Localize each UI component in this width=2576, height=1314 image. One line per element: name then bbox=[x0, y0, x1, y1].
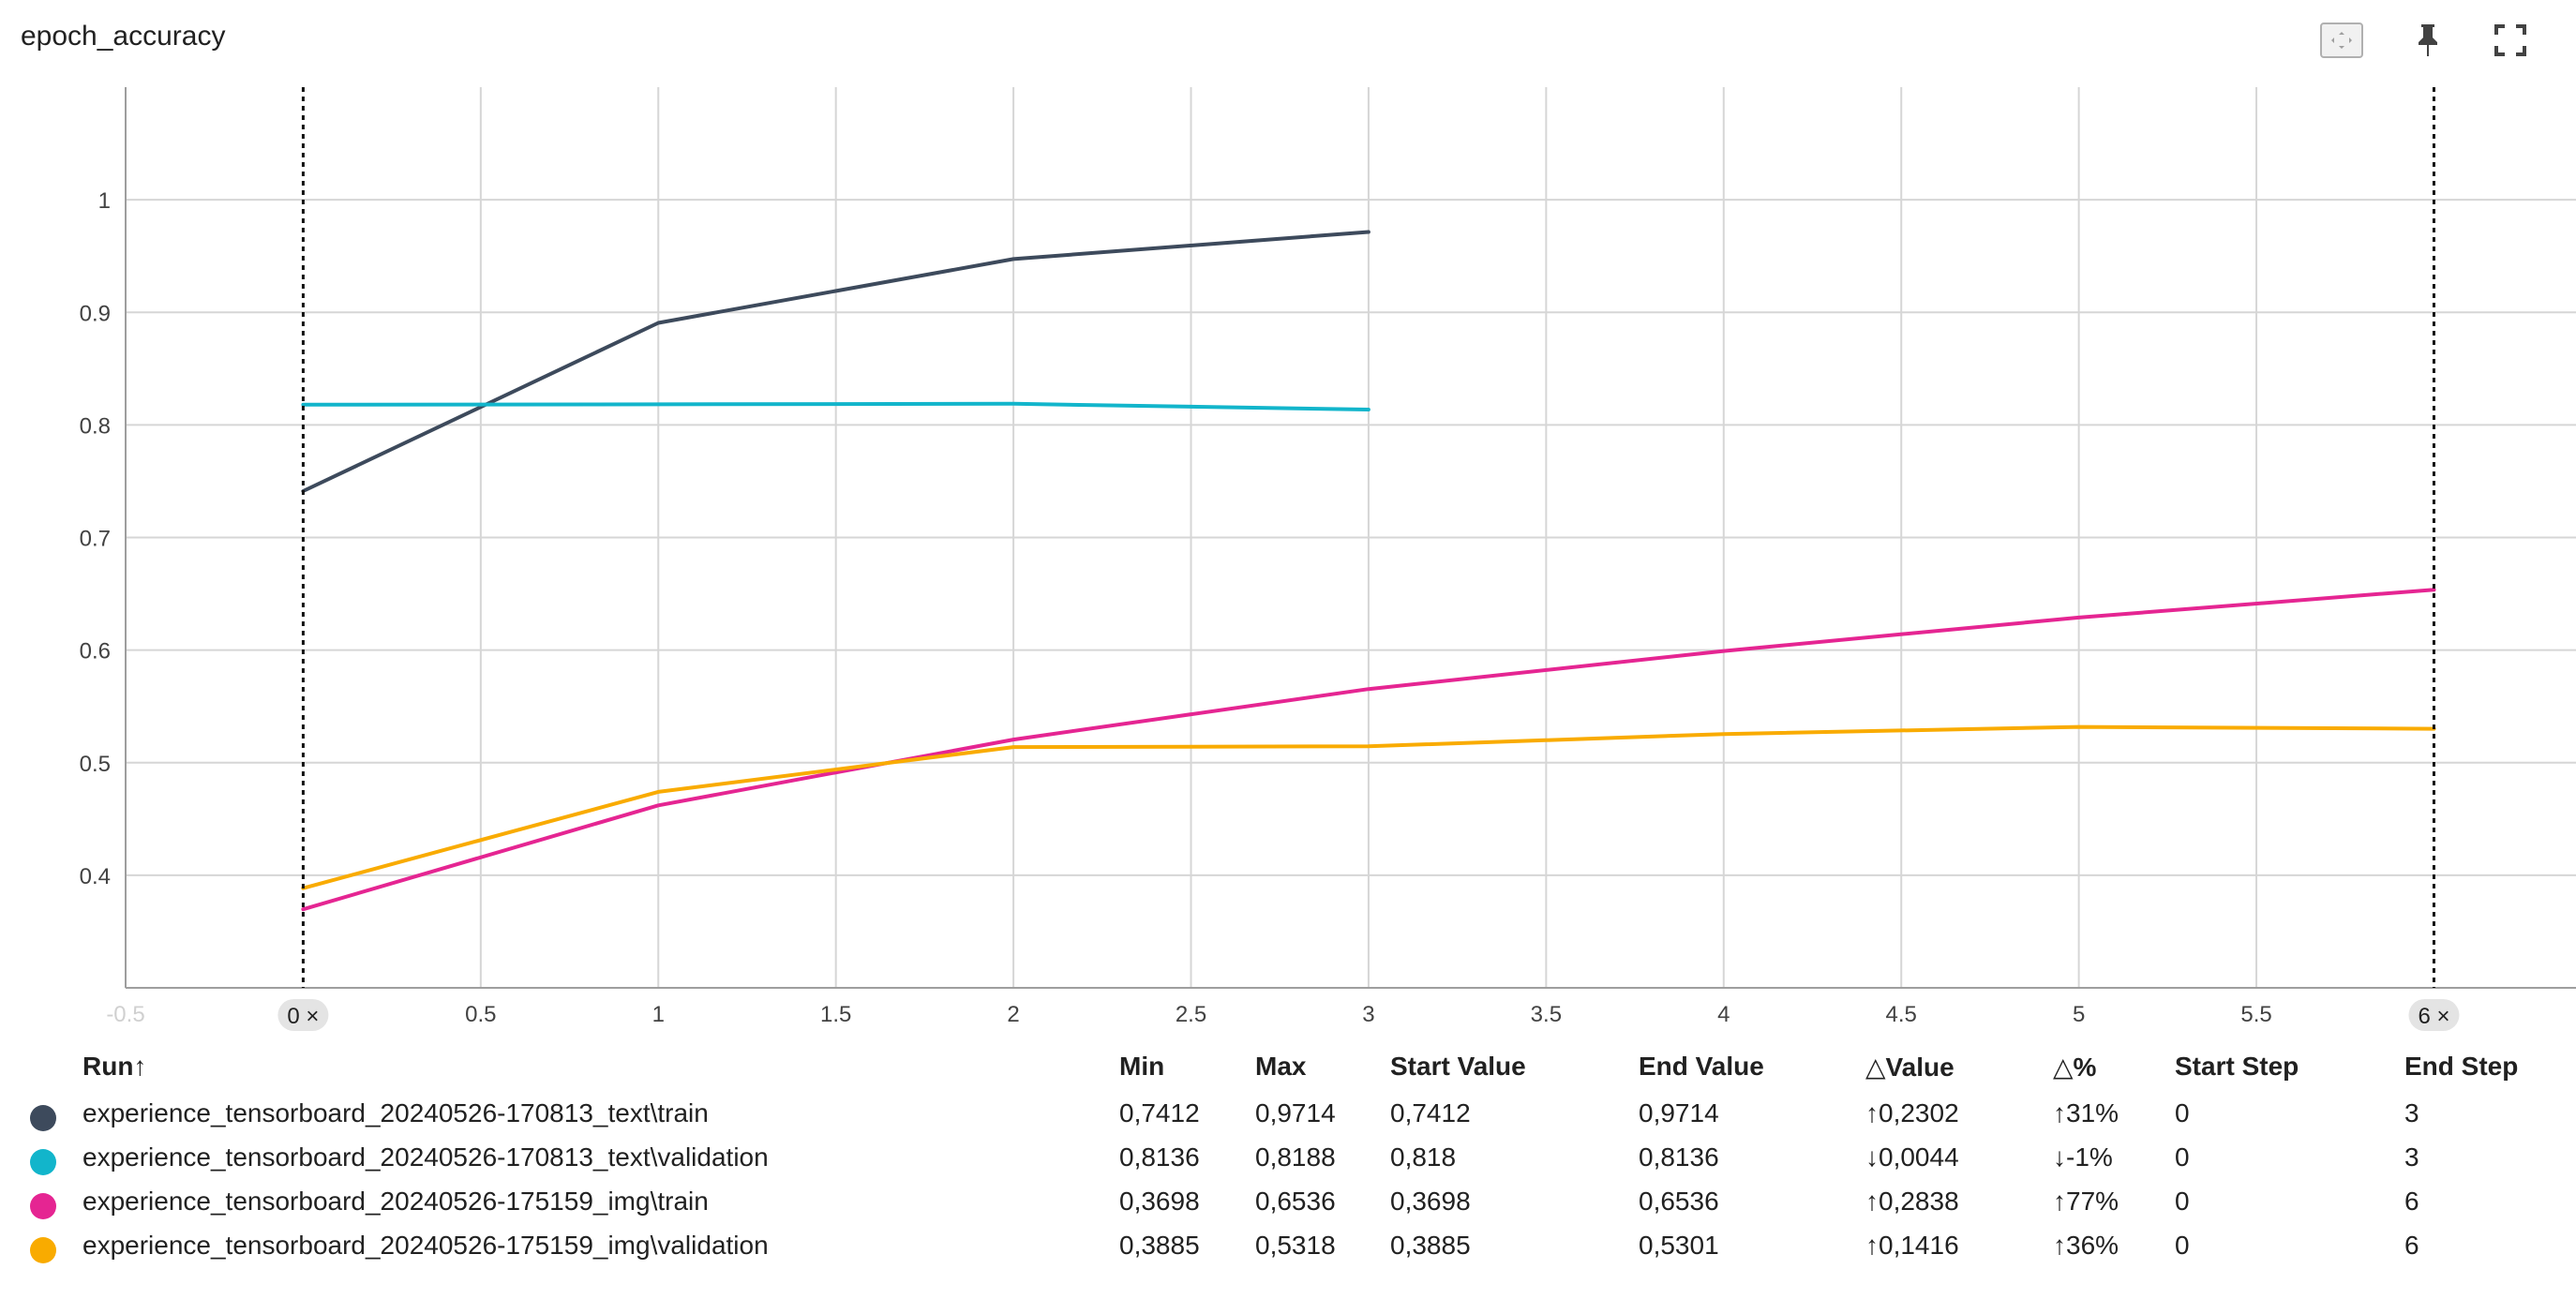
cell-run: experience_tensorboard_20240526-175159_i… bbox=[82, 1187, 709, 1216]
table-row[interactable]: experience_tensorboard_20240526-175159_i… bbox=[0, 1181, 2576, 1225]
step-marker-label: 6 × bbox=[2418, 1004, 2449, 1029]
step-marker-chip[interactable] bbox=[277, 999, 329, 1031]
header-start-value[interactable]: Start Value bbox=[1390, 1052, 1526, 1081]
cell-start-value: 0,3698 bbox=[1390, 1187, 1471, 1216]
cell-start-step: 0 bbox=[2175, 1142, 2190, 1172]
cell-min: 0,8136 bbox=[1119, 1142, 1200, 1172]
y-tick-label: 0.8 bbox=[80, 413, 111, 439]
cell-delta-value: ↑0,1416 bbox=[1865, 1231, 1959, 1260]
run-color-dot[interactable] bbox=[30, 1237, 56, 1263]
series-line[interactable] bbox=[301, 230, 1370, 493]
cell-start-step: 0 bbox=[2175, 1098, 2190, 1127]
table-row[interactable]: experience_tensorboard_20240526-170813_t… bbox=[0, 1137, 2576, 1181]
y-tick-label: 1 bbox=[98, 188, 111, 214]
fit-domain-icon bbox=[2320, 22, 2363, 58]
cell-start-step: 0 bbox=[2175, 1231, 2190, 1260]
y-tick-label: 0.4 bbox=[80, 864, 111, 889]
run-color-dot[interactable] bbox=[30, 1193, 56, 1219]
cell-end-step: 3 bbox=[2404, 1142, 2419, 1172]
cell-end-step: 6 bbox=[2404, 1187, 2419, 1216]
cell-start-value: 0,818 bbox=[1390, 1142, 1457, 1172]
cell-run: experience_tensorboard_20240526-170813_t… bbox=[82, 1098, 709, 1127]
cell-max: 0,5318 bbox=[1255, 1231, 1336, 1260]
header-run[interactable]: Run↑ bbox=[82, 1052, 147, 1081]
x-tick-label: 4 bbox=[1717, 1002, 1730, 1027]
header-end-value[interactable]: End Value bbox=[1639, 1052, 1764, 1081]
cell-delta-value: ↑0,2838 bbox=[1865, 1187, 1959, 1216]
cell-delta-pct: ↓-1% bbox=[2053, 1142, 2113, 1172]
cell-max: 0,9714 bbox=[1255, 1098, 1336, 1127]
chart-title: epoch_accuracy bbox=[21, 21, 226, 52]
fullscreen-button[interactable] bbox=[2484, 17, 2537, 64]
line-chart[interactable]: -0.5 0.5 1 1.5 2 2.5 3 3.5 4 4.5 5 5.5 0.4 0.5 0.6 0.7 0… bbox=[0, 82, 2576, 1038]
y-tick-label: 0.7 bbox=[80, 527, 111, 552]
cell-end-value: 0,5301 bbox=[1639, 1231, 1719, 1260]
x-tick-label: 2.5 bbox=[1176, 1002, 1206, 1027]
header-start-step[interactable]: Start Step bbox=[2175, 1052, 2299, 1081]
cell-min: 0,7412 bbox=[1119, 1098, 1200, 1127]
x-tick-label: 1.5 bbox=[820, 1002, 851, 1027]
x-tick-label: -0.5 bbox=[106, 1002, 144, 1027]
x-tick-label: 1 bbox=[652, 1002, 665, 1027]
cell-end-value: 0,9714 bbox=[1639, 1098, 1719, 1127]
cell-start-step: 0 bbox=[2175, 1187, 2190, 1216]
cell-delta-value: ↑0,2302 bbox=[1865, 1098, 1959, 1127]
series-line[interactable] bbox=[301, 724, 2436, 890]
pin-button[interactable] bbox=[2402, 17, 2454, 64]
step-marker-chip[interactable] bbox=[2408, 999, 2460, 1031]
cell-end-step: 6 bbox=[2404, 1231, 2419, 1260]
cell-max: 0,8188 bbox=[1255, 1142, 1336, 1172]
cell-delta-pct: ↑31% bbox=[2053, 1098, 2119, 1127]
cell-run: experience_tensorboard_20240526-175159_i… bbox=[82, 1231, 769, 1260]
cell-max: 0,6536 bbox=[1255, 1187, 1336, 1216]
cell-delta-pct: ↑36% bbox=[2053, 1231, 2119, 1260]
x-tick-label: 2 bbox=[1007, 1002, 1019, 1027]
header-max[interactable]: Max bbox=[1255, 1052, 1307, 1081]
cell-min: 0,3885 bbox=[1119, 1231, 1200, 1260]
x-tick-label: 3.5 bbox=[1531, 1002, 1562, 1027]
step-marker-label: 0 × bbox=[287, 1004, 319, 1029]
pin-icon bbox=[2419, 24, 2437, 56]
fullscreen-icon bbox=[2494, 24, 2526, 56]
header-delta-pct[interactable]: △% bbox=[2053, 1053, 2097, 1082]
cell-end-step: 3 bbox=[2404, 1098, 2419, 1127]
series-line[interactable] bbox=[301, 401, 1370, 411]
cell-delta-pct: ↑77% bbox=[2053, 1187, 2119, 1216]
cell-min: 0,3698 bbox=[1119, 1187, 1200, 1216]
header-end-step[interactable]: End Step bbox=[2404, 1052, 2519, 1081]
y-tick-label: 0.9 bbox=[80, 301, 111, 326]
cell-delta-value: ↓0,0044 bbox=[1865, 1142, 1959, 1172]
x-tick-label: 4.5 bbox=[1886, 1002, 1917, 1027]
header-delta-value[interactable]: △Value bbox=[1865, 1053, 1954, 1082]
y-tick-label: 0.5 bbox=[80, 752, 111, 777]
run-color-dot[interactable] bbox=[30, 1149, 56, 1175]
x-tick-label: 0.5 bbox=[465, 1002, 496, 1027]
cell-run: experience_tensorboard_20240526-170813_t… bbox=[82, 1142, 769, 1172]
y-tick-label: 0.6 bbox=[80, 639, 111, 664]
header-min[interactable]: Min bbox=[1119, 1052, 1165, 1081]
x-tick-label: 5.5 bbox=[2240, 1002, 2271, 1027]
table-row[interactable]: experience_tensorboard_20240526-175159_i… bbox=[0, 1225, 2576, 1269]
table-row[interactable]: experience_tensorboard_20240526-170813_t… bbox=[0, 1093, 2576, 1137]
cell-start-value: 0,7412 bbox=[1390, 1098, 1471, 1127]
x-tick-label: 5 bbox=[2073, 1002, 2085, 1027]
run-color-dot[interactable] bbox=[30, 1105, 56, 1131]
cell-start-value: 0,3885 bbox=[1390, 1231, 1471, 1260]
x-tick-label: 3 bbox=[1362, 1002, 1374, 1027]
cell-end-value: 0,6536 bbox=[1639, 1187, 1719, 1216]
fit-domain-button[interactable] bbox=[2315, 17, 2368, 64]
series-line[interactable] bbox=[301, 588, 2436, 912]
cell-end-value: 0,8136 bbox=[1639, 1142, 1719, 1172]
